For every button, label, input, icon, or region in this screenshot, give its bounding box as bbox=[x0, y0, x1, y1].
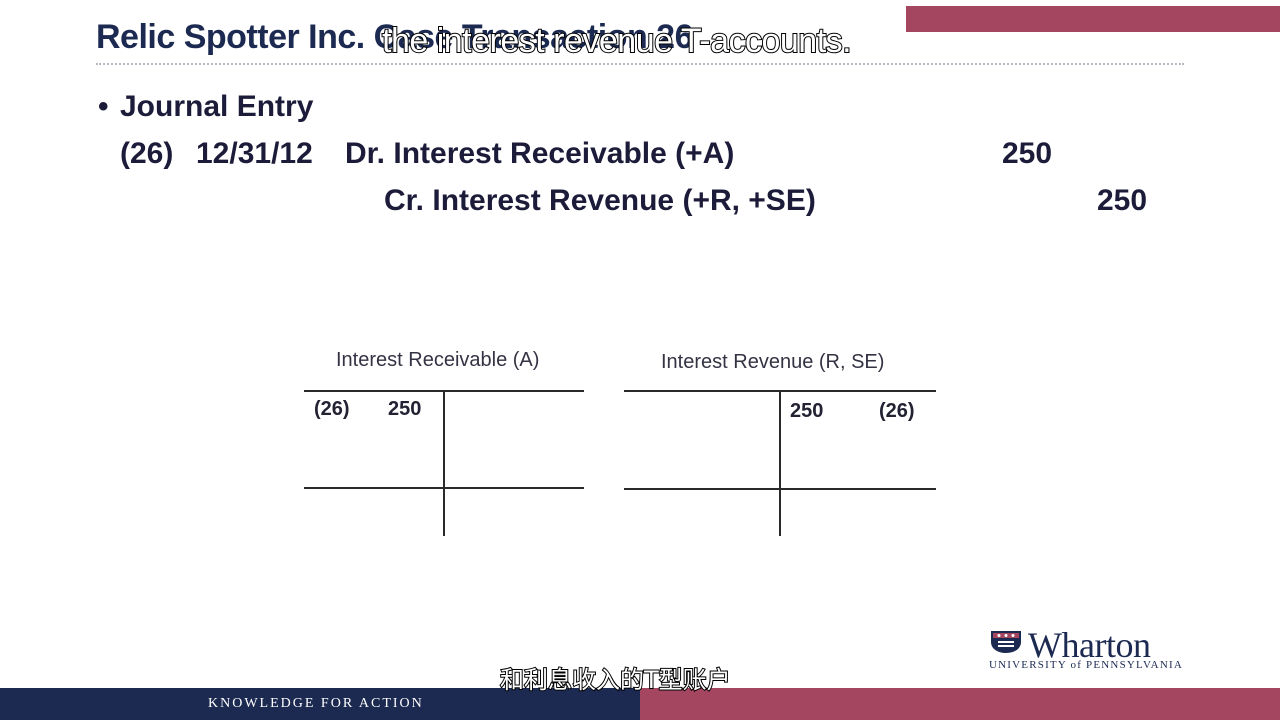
receivable-debit-ref: (26) bbox=[314, 398, 350, 420]
credit-amount: 250 bbox=[1097, 184, 1148, 217]
top-accent-bar bbox=[906, 6, 1280, 32]
wharton-logo: Wharton UNIVERSITY of PENNSYLVANIA bbox=[988, 624, 1198, 674]
english-subtitle: the interest revenue T-accounts. bbox=[381, 21, 853, 61]
t-account-receivable-total-rule bbox=[304, 487, 584, 489]
debit-amount: 250 bbox=[1002, 137, 1053, 170]
revenue-credit-ref: (26) bbox=[879, 400, 915, 422]
logo-wordmark: Wharton bbox=[1028, 625, 1151, 665]
t-account-receivable-title: Interest Receivable (A) bbox=[336, 349, 540, 371]
t-account-revenue-divider bbox=[779, 390, 781, 536]
slide-title: Relic Spotter Inc. Case Transaction 26 bbox=[96, 18, 694, 56]
entry-date: 12/31/12 bbox=[196, 137, 313, 170]
heading-text: Journal Entry bbox=[120, 90, 314, 123]
logo-subtitle: UNIVERSITY of PENNSYLVANIA bbox=[989, 659, 1183, 671]
debit-account: Dr. Interest Receivable (+A) bbox=[345, 137, 735, 170]
receivable-debit-amount: 250 bbox=[388, 398, 422, 420]
t-account-revenue-total-rule bbox=[624, 488, 936, 490]
penn-shield-icon bbox=[991, 631, 1021, 653]
credit-account: Cr. Interest Revenue (+R, +SE) bbox=[384, 184, 816, 217]
footer-tagline: KNOWLEDGE FOR ACTION bbox=[208, 696, 424, 711]
footer-crimson-band bbox=[640, 688, 1280, 720]
chinese-subtitle: 和利息收入的T型账户 bbox=[499, 665, 732, 695]
bullet-icon: • bbox=[98, 90, 109, 123]
t-account-revenue-title: Interest Revenue (R, SE) bbox=[661, 351, 885, 373]
journal-entry-heading: • Journal Entry bbox=[98, 90, 313, 124]
footer-navy-band bbox=[0, 688, 640, 720]
entry-number: (26) bbox=[120, 137, 174, 170]
revenue-credit-amount: 250 bbox=[790, 400, 824, 422]
t-account-receivable-divider bbox=[443, 390, 445, 536]
title-divider bbox=[96, 63, 1184, 65]
